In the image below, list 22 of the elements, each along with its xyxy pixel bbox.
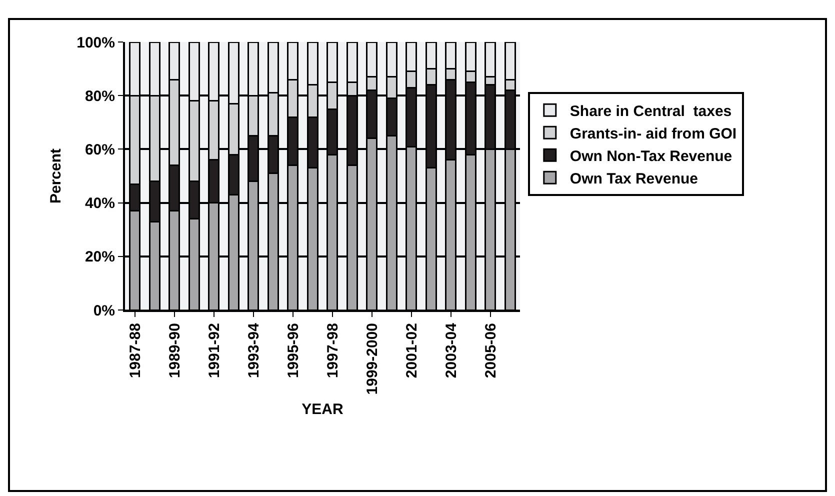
x-axis-title: YEAR: [302, 401, 344, 418]
legend-label: Share in Central taxes: [570, 102, 732, 120]
x-tick-label: 2005-06: [482, 323, 500, 378]
y-tick-label: 0%: [93, 302, 115, 320]
x-tick-label: 1997-98: [324, 323, 342, 378]
x-tick-label: 1999-2000: [364, 323, 381, 395]
x-tick-label: 1995-96: [284, 323, 302, 378]
x-tick-label: 2001-02: [403, 323, 420, 378]
x-tick-label: 1987-88: [126, 323, 144, 378]
y-tick-label: 60%: [84, 141, 115, 158]
y-axis-title: Percent: [47, 148, 64, 204]
x-tick-label: 2003-04: [442, 322, 460, 378]
legend-label: Grants-in- aid from GOI: [570, 125, 737, 142]
y-tick-label: 20%: [84, 248, 115, 266]
x-tick-label: 1993-94: [245, 322, 262, 378]
y-tick-label: 40%: [84, 195, 115, 212]
legend-label: Own Non-Tax Revenue: [570, 148, 732, 165]
x-tick-label: 1989-90: [166, 323, 184, 378]
y-tick-label: 80%: [84, 88, 115, 105]
x-tick-label: 1991-92: [206, 323, 223, 378]
legend-label: Own Tax Revenue: [570, 170, 698, 188]
y-tick-label: 100%: [76, 34, 115, 52]
